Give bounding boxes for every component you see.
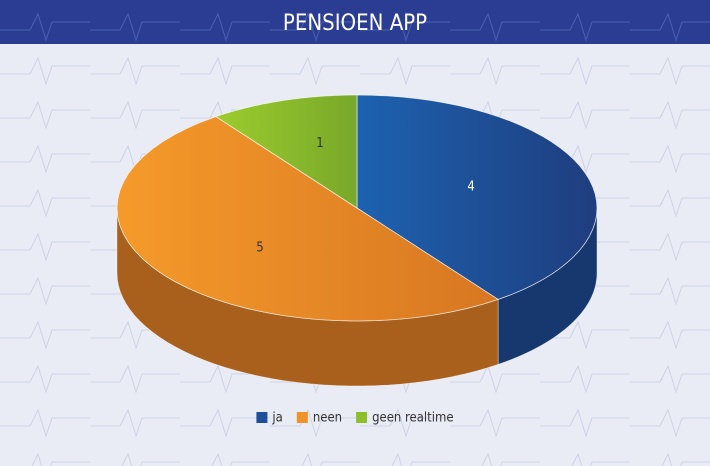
legend-swatch [296, 412, 308, 423]
chart-title: PENSIOEN APP [283, 11, 427, 36]
legend: ja neen geen realtime [256, 411, 454, 426]
data-label: 4 [467, 180, 474, 195]
slice [116, 116, 500, 322]
slice [215, 94, 358, 209]
data-label: 5 [256, 240, 263, 255]
legend-swatch [356, 412, 368, 423]
pie: 4 5 1 [116, 94, 598, 387]
legend-label: neen [313, 411, 342, 426]
legend-item: ja [256, 411, 283, 426]
legend-item: neen [296, 411, 342, 426]
data-label: 1 [316, 136, 323, 151]
legend-label: geen realtime [372, 411, 454, 426]
title-pattern [0, 0, 710, 44]
legend-swatch [256, 412, 268, 423]
legend-label: ja [271, 411, 282, 426]
slice [356, 94, 598, 300]
legend-item: geen realtime [356, 411, 454, 426]
